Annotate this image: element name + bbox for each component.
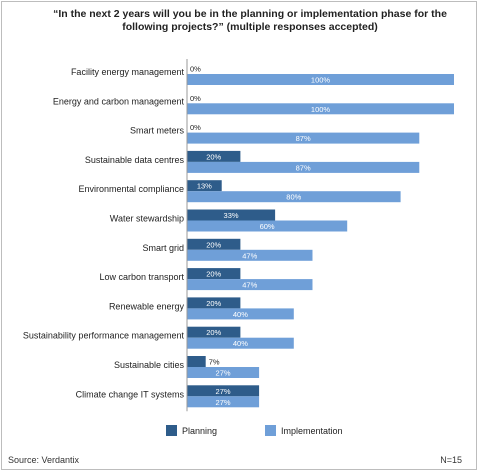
data-label: 0% (190, 94, 201, 103)
data-label: 7% (209, 358, 220, 367)
bar-planning (187, 297, 241, 309)
data-label: 20% (206, 270, 221, 279)
category-label: Water stewardship (110, 214, 184, 224)
bar-planning (187, 238, 241, 250)
data-label: 40% (233, 310, 248, 319)
chart-title: “In the next 2 years will you be in the … (40, 8, 460, 34)
category-label: Environmental compliance (78, 184, 184, 194)
category-label: Energy and carbon management (53, 96, 185, 106)
bar-implementation (187, 220, 348, 232)
data-label: 60% (260, 222, 275, 231)
data-label: 100% (311, 76, 331, 85)
data-label: 80% (286, 193, 301, 202)
data-label: 27% (216, 398, 231, 407)
bar-implementation (187, 337, 294, 349)
category-label: Renewable energy (109, 301, 185, 311)
bar-implementation (187, 367, 260, 378)
data-label: 100% (311, 105, 331, 114)
bar-planning (187, 209, 276, 221)
data-label: 13% (197, 182, 212, 191)
sample-size-note: N=15 (440, 455, 462, 465)
bar-implementation (187, 308, 294, 320)
category-label: Low carbon transport (99, 272, 184, 282)
data-label: 27% (216, 387, 231, 396)
source-note: Source: Verdantix (8, 455, 80, 465)
data-label: 33% (224, 211, 239, 220)
bar-implementation (187, 396, 260, 408)
legend-label: Implementation (281, 426, 343, 436)
legend-swatch-implementation (265, 425, 276, 436)
legend-swatch-planning (166, 425, 177, 436)
bar-planning (187, 268, 241, 280)
bar-implementation (187, 279, 313, 291)
data-label: 20% (206, 328, 221, 337)
bar-implementation (187, 249, 313, 261)
category-label: Sustainable cities (114, 360, 185, 370)
category-label: Smart grid (142, 243, 184, 253)
data-label: 87% (296, 134, 311, 143)
bar-planning (187, 356, 206, 367)
category-label: Sustainability performance management (23, 331, 185, 341)
data-label: 27% (216, 369, 231, 378)
bar-implementation (187, 103, 454, 115)
bar-implementation (187, 161, 420, 173)
data-label: 47% (242, 281, 257, 290)
category-label: Sustainable data centres (85, 155, 185, 165)
category-label: Smart meters (130, 126, 185, 136)
data-label: 20% (206, 299, 221, 308)
bar-implementation (187, 74, 454, 85)
legend-label: Planning (182, 426, 217, 436)
data-label: 87% (296, 163, 311, 172)
data-label: 40% (233, 339, 248, 348)
bar-planning (187, 180, 222, 192)
bar-planning (187, 150, 241, 162)
data-label: 20% (206, 240, 221, 249)
chart-title-line1: “In the next 2 years will you be in the … (53, 8, 447, 20)
category-label: Facility energy management (71, 67, 185, 77)
chart-title-line2: following projects?” (multiple responses… (122, 21, 378, 33)
category-label: Climate change IT systems (76, 389, 185, 399)
bar-implementation (187, 132, 420, 144)
bar-planning (187, 326, 241, 338)
bar-planning (187, 385, 260, 397)
data-label: 47% (242, 251, 257, 260)
bar-implementation (187, 191, 401, 203)
data-label: 0% (190, 123, 201, 132)
data-label: 0% (190, 65, 201, 74)
data-label: 20% (206, 152, 221, 161)
